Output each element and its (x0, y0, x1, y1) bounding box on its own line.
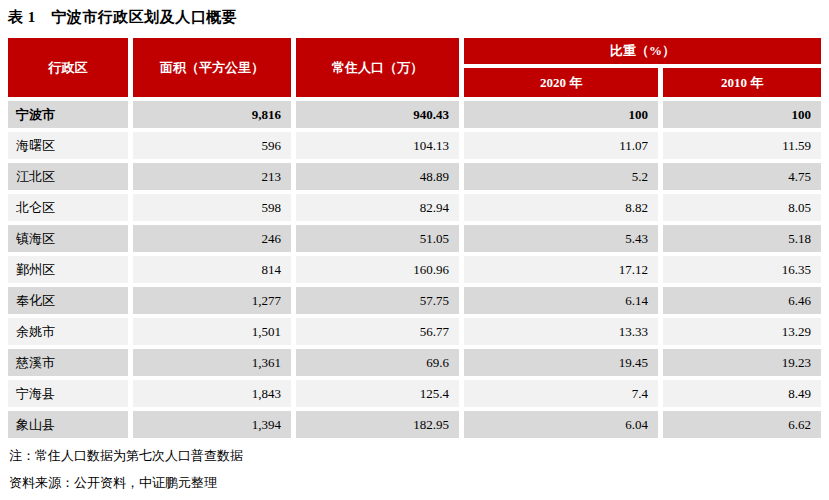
note-line: 注：常住人口数据为第七次人口普查数据 (9, 447, 826, 465)
header-population: 常住人口（万） (296, 38, 459, 97)
region-cell: 象山县 (8, 411, 128, 438)
population-cell: 51.05 (296, 225, 459, 252)
share-2010-cell: 5.18 (663, 225, 821, 252)
source-line: 资料来源：公开资料，中证鹏元整理 (9, 474, 826, 492)
header-share: 比重（%） (464, 38, 821, 64)
header-year-2020: 2020 年 (464, 68, 658, 97)
share-2020-cell: 5.43 (464, 225, 658, 252)
header-year-2010: 2010 年 (663, 68, 821, 97)
region-cell: 鄞州区 (8, 256, 128, 283)
table-row: 宁波市9,816940.43100100 (8, 101, 821, 128)
table-row: 奉化区1,27757.756.146.46 (8, 287, 821, 314)
table-header: 行政区 面积（平方公里） 常住人口（万） 比重（%） 2020 年 2010 年 (8, 38, 821, 97)
area-cell: 598 (133, 194, 291, 221)
table-row: 镇海区24651.055.435.18 (8, 225, 821, 252)
share-2020-cell: 8.82 (464, 194, 658, 221)
area-cell: 596 (133, 132, 291, 159)
region-cell: 宁海县 (8, 380, 128, 407)
region-cell: 余姚市 (8, 318, 128, 345)
table-row: 海曙区596104.1311.0711.59 (8, 132, 821, 159)
share-2010-cell: 100 (663, 101, 821, 128)
report-page: 表 1 宁波市行政区划及人口概要 行政区 面积（平方公里） 常住人口（万） 比重… (0, 0, 829, 491)
region-cell: 慈溪市 (8, 349, 128, 376)
population-cell: 182.95 (296, 411, 459, 438)
region-cell: 宁波市 (8, 101, 128, 128)
area-cell: 1,501 (133, 318, 291, 345)
share-2020-cell: 19.45 (464, 349, 658, 376)
share-2020-cell: 17.12 (464, 256, 658, 283)
population-cell: 48.89 (296, 163, 459, 190)
share-2010-cell: 8.49 (663, 380, 821, 407)
population-cell: 82.94 (296, 194, 459, 221)
area-cell: 213 (133, 163, 291, 190)
population-cell: 57.75 (296, 287, 459, 314)
region-cell: 北仑区 (8, 194, 128, 221)
area-cell: 246 (133, 225, 291, 252)
region-cell: 奉化区 (8, 287, 128, 314)
header-area: 面积（平方公里） (133, 38, 291, 97)
table-row: 鄞州区814160.9617.1216.35 (8, 256, 821, 283)
share-2020-cell: 11.07 (464, 132, 658, 159)
population-cell: 940.43 (296, 101, 459, 128)
table-row: 江北区21348.895.24.75 (8, 163, 821, 190)
population-cell: 104.13 (296, 132, 459, 159)
table-row: 象山县1,394182.956.046.62 (8, 411, 821, 438)
share-2020-cell: 5.2 (464, 163, 658, 190)
area-cell: 1,361 (133, 349, 291, 376)
table-row: 慈溪市1,36169.619.4519.23 (8, 349, 821, 376)
table-title: 表 1 宁波市行政区划及人口概要 (8, 8, 826, 27)
header-region: 行政区 (8, 38, 128, 97)
share-2010-cell: 19.23 (663, 349, 821, 376)
share-2020-cell: 7.4 (464, 380, 658, 407)
area-cell: 1,277 (133, 287, 291, 314)
region-cell: 镇海区 (8, 225, 128, 252)
share-2010-cell: 16.35 (663, 256, 821, 283)
share-2020-cell: 13.33 (464, 318, 658, 345)
share-2020-cell: 6.04 (464, 411, 658, 438)
share-2020-cell: 6.14 (464, 287, 658, 314)
area-cell: 9,816 (133, 101, 291, 128)
share-2010-cell: 13.29 (663, 318, 821, 345)
share-2010-cell: 8.05 (663, 194, 821, 221)
region-cell: 海曙区 (8, 132, 128, 159)
population-cell: 69.6 (296, 349, 459, 376)
table-row: 宁海县1,843125.47.48.49 (8, 380, 821, 407)
population-cell: 160.96 (296, 256, 459, 283)
table-row: 余姚市1,50156.7713.3313.29 (8, 318, 821, 345)
share-2010-cell: 11.59 (663, 132, 821, 159)
share-2010-cell: 6.46 (663, 287, 821, 314)
table-row: 北仑区59882.948.828.05 (8, 194, 821, 221)
area-cell: 1,843 (133, 380, 291, 407)
population-cell: 125.4 (296, 380, 459, 407)
region-cell: 江北区 (8, 163, 128, 190)
share-2010-cell: 6.62 (663, 411, 821, 438)
population-cell: 56.77 (296, 318, 459, 345)
footnotes: 注：常住人口数据为第七次人口普查数据 资料来源：公开资料，中证鹏元整理 (9, 447, 826, 491)
area-cell: 1,394 (133, 411, 291, 438)
table-body: 宁波市9,816940.43100100海曙区596104.1311.0711.… (8, 101, 821, 438)
header-row-1: 行政区 面积（平方公里） 常住人口（万） 比重（%） (8, 38, 821, 64)
share-2010-cell: 4.75 (663, 163, 821, 190)
area-cell: 814 (133, 256, 291, 283)
population-table: 行政区 面积（平方公里） 常住人口（万） 比重（%） 2020 年 2010 年… (3, 34, 826, 442)
share-2020-cell: 100 (464, 101, 658, 128)
